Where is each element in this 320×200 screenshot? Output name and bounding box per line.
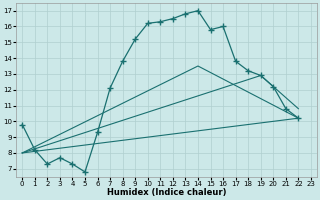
X-axis label: Humidex (Indice chaleur): Humidex (Indice chaleur) bbox=[107, 188, 226, 197]
